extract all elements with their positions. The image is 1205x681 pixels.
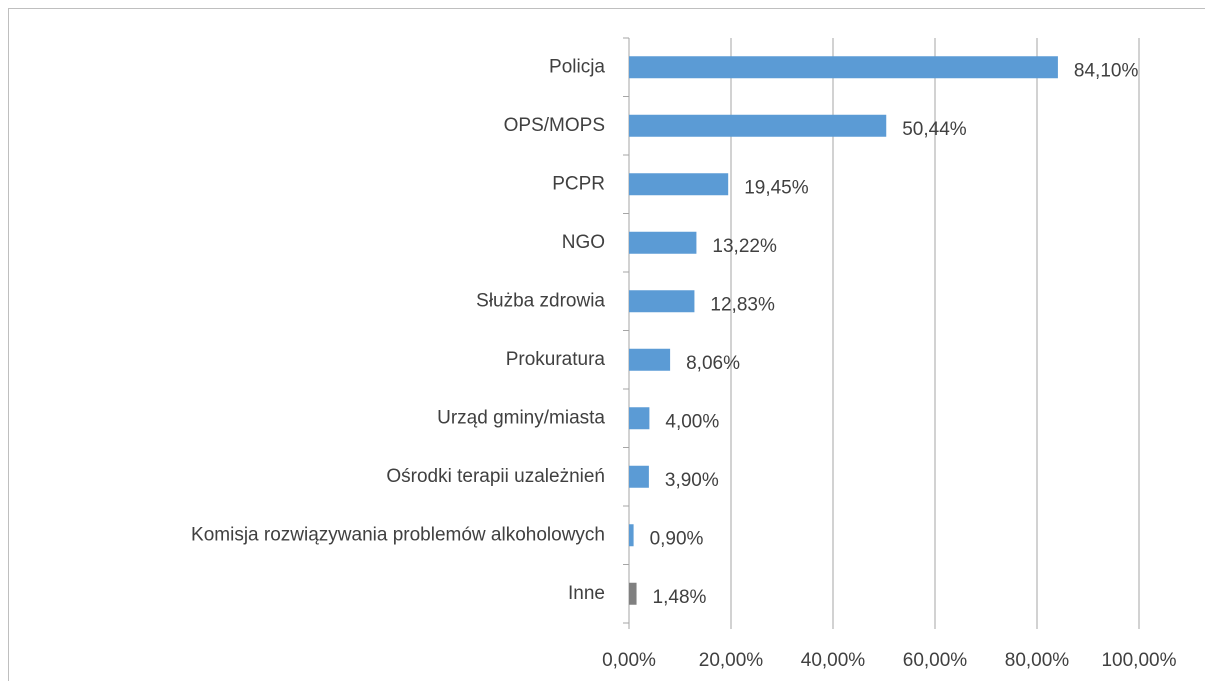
bar xyxy=(629,290,695,313)
x-tick-label: 20,00% xyxy=(699,650,764,671)
bar xyxy=(629,465,649,488)
x-tick-label: 60,00% xyxy=(903,650,968,671)
value-label: 3,90% xyxy=(665,470,719,491)
x-tick-label: 40,00% xyxy=(801,650,866,671)
y-tick-label: Ośrodki terapii uzależnień xyxy=(386,466,605,487)
y-tick-label: Policja xyxy=(549,56,605,77)
bar xyxy=(629,348,671,371)
y-tick-label: NGO xyxy=(562,232,605,253)
x-tick-label: 0,00% xyxy=(602,650,656,671)
bar xyxy=(629,231,697,254)
x-tick-label: 100,00% xyxy=(1101,650,1176,671)
value-label: 8,06% xyxy=(686,353,740,374)
bar xyxy=(629,173,729,196)
bar xyxy=(629,114,887,137)
bar xyxy=(629,407,650,430)
chart-border xyxy=(8,8,1205,681)
y-tick-label: OPS/MOPS xyxy=(504,115,605,136)
y-tick-label: Służba zdrowia xyxy=(476,290,605,311)
bar xyxy=(629,56,1058,79)
bar xyxy=(629,524,634,547)
value-label: 50,44% xyxy=(902,119,967,140)
y-tick-label: Inne xyxy=(568,583,605,604)
x-tick-label: 80,00% xyxy=(1005,650,1070,671)
y-tick-label: Urząd gminy/miasta xyxy=(437,407,605,428)
bar xyxy=(629,582,637,605)
y-tick-label: PCPR xyxy=(552,173,605,194)
value-label: 12,83% xyxy=(710,294,775,315)
y-tick-label: Komisja rozwiązywania problemów alkoholo… xyxy=(191,524,605,545)
y-tick-label: Prokuratura xyxy=(506,349,606,370)
value-label: 84,10% xyxy=(1074,60,1139,81)
value-label: 0,90% xyxy=(650,528,704,549)
value-label: 4,00% xyxy=(665,411,719,432)
value-label: 1,48% xyxy=(653,587,707,608)
value-label: 19,45% xyxy=(744,177,809,198)
value-label: 13,22% xyxy=(712,236,777,257)
